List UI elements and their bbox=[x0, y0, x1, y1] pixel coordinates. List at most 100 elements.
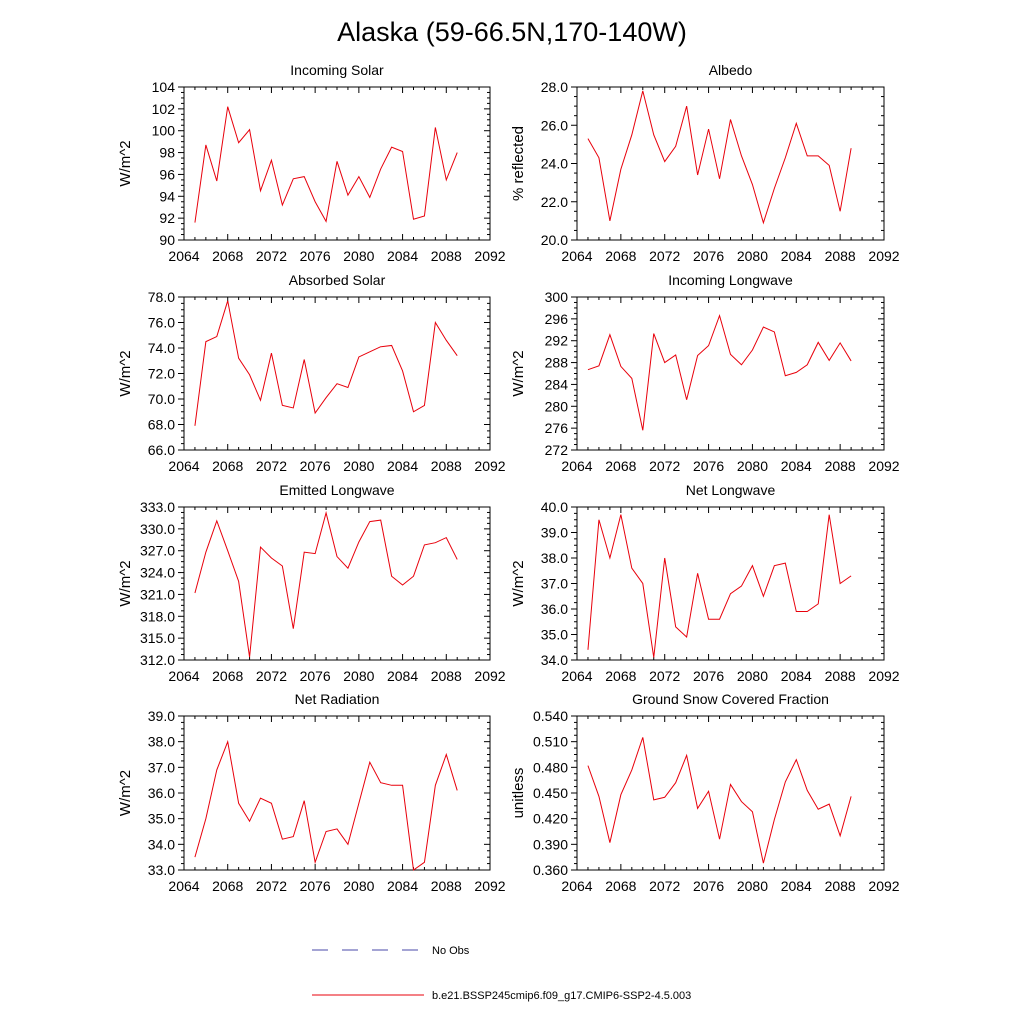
x-tick-label: 2092 bbox=[474, 668, 505, 684]
x-tick-label: 2072 bbox=[256, 668, 287, 684]
y-axis-label: W/m^2 bbox=[117, 770, 134, 816]
plot-frame bbox=[183, 715, 491, 871]
y-axis-label: W/m^2 bbox=[117, 140, 134, 186]
x-tick-label: 2088 bbox=[825, 668, 856, 684]
x-tick-label: 2068 bbox=[605, 668, 636, 684]
x-tick-label: 2092 bbox=[474, 878, 505, 894]
y-tick-label: 98 bbox=[159, 145, 175, 161]
y-tick-label: 0.480 bbox=[533, 759, 568, 775]
x-tick-label: 2076 bbox=[693, 878, 724, 894]
x-tick-label: 2076 bbox=[300, 248, 331, 264]
y-tick-label: 40.0 bbox=[541, 499, 568, 515]
x-tick-label: 2088 bbox=[825, 878, 856, 894]
x-tick-label: 2080 bbox=[737, 458, 768, 474]
y-axis-label: W/m^2 bbox=[117, 560, 134, 606]
y-tick-label: 39.0 bbox=[148, 708, 175, 724]
y-tick-label: 35.0 bbox=[148, 811, 175, 827]
x-tick-label: 2088 bbox=[431, 458, 462, 474]
x-tick-label: 2076 bbox=[693, 248, 724, 264]
y-tick-label: 33.0 bbox=[148, 862, 175, 878]
y-tick-label: 28.0 bbox=[541, 79, 568, 95]
x-tick-label: 2080 bbox=[343, 878, 374, 894]
y-tick-label: 100 bbox=[152, 123, 176, 139]
x-tick-label: 2064 bbox=[561, 668, 592, 684]
x-tick-label: 2064 bbox=[561, 458, 592, 474]
x-tick-label: 2088 bbox=[825, 458, 856, 474]
y-tick-label: 78.0 bbox=[148, 289, 175, 305]
y-axis-label: unitless bbox=[510, 768, 527, 819]
panel-title: Incoming Solar bbox=[290, 62, 384, 78]
y-tick-label: 68.0 bbox=[148, 417, 175, 433]
panel-title: Emitted Longwave bbox=[279, 482, 394, 498]
panel-1: Incoming Solar W/m^2 2064 2068 2072 2076 2080 2… bbox=[117, 62, 506, 264]
y-axis-label: W/m^2 bbox=[510, 560, 527, 606]
y-tick-label: 300 bbox=[545, 289, 569, 305]
panel-3: Absorbed Solar W/m^2 2064 2068 2072 2076 2080 2… bbox=[117, 272, 506, 474]
y-tick-label: 272 bbox=[545, 442, 569, 458]
y-axis-label: % reflected bbox=[510, 126, 527, 201]
y-tick-label: 92 bbox=[159, 210, 175, 226]
y-tick-label: 72.0 bbox=[148, 366, 175, 382]
x-tick-label: 2076 bbox=[300, 458, 331, 474]
series-line bbox=[194, 106, 458, 223]
y-tick-label: 104 bbox=[152, 79, 176, 95]
x-tick-label: 2088 bbox=[431, 878, 462, 894]
y-tick-label: 0.540 bbox=[533, 708, 568, 724]
x-tick-label: 2088 bbox=[431, 248, 462, 264]
x-tick-label: 2064 bbox=[168, 248, 199, 264]
x-tick-label: 2092 bbox=[868, 458, 899, 474]
x-tick-label: 2072 bbox=[256, 458, 287, 474]
panel-8: Ground Snow Covered Fraction unitless 2064… bbox=[510, 691, 900, 894]
y-tick-label: 70.0 bbox=[148, 391, 175, 407]
x-tick-label: 2080 bbox=[737, 248, 768, 264]
panel-title: Net Longwave bbox=[686, 482, 776, 498]
plot-frame bbox=[183, 296, 491, 451]
y-tick-label: 0.420 bbox=[533, 811, 568, 827]
y-tick-label: 26.0 bbox=[541, 117, 568, 133]
y-tick-label: 90 bbox=[159, 232, 175, 248]
x-tick-label: 2076 bbox=[693, 458, 724, 474]
x-tick-label: 2076 bbox=[300, 668, 331, 684]
x-tick-label: 2072 bbox=[256, 878, 287, 894]
panel-7: Net Radiation W/m^2 2064 2068 2072 2076 2080 20… bbox=[117, 691, 506, 894]
plot-frame bbox=[576, 506, 885, 661]
y-tick-label: 321.0 bbox=[140, 586, 175, 602]
x-tick-label: 2068 bbox=[212, 878, 243, 894]
x-tick-label: 2068 bbox=[605, 458, 636, 474]
figure-title: Alaska (59-66.5N,170-140W) bbox=[337, 17, 687, 47]
y-tick-label: 0.510 bbox=[533, 734, 568, 750]
x-tick-label: 2084 bbox=[387, 878, 418, 894]
panel-title: Albedo bbox=[709, 62, 753, 78]
x-tick-label: 2072 bbox=[649, 668, 680, 684]
x-tick-label: 2064 bbox=[168, 458, 199, 474]
y-tick-label: 96 bbox=[159, 166, 175, 182]
y-tick-label: 35.0 bbox=[541, 627, 568, 643]
y-tick-label: 74.0 bbox=[148, 340, 175, 356]
series-line bbox=[587, 90, 852, 225]
panel-title: Ground Snow Covered Fraction bbox=[632, 691, 829, 707]
plot-frame bbox=[183, 506, 491, 661]
panel-6: Net Longwave W/m^2 2064 2068 2072 2076 2080 208… bbox=[510, 482, 900, 684]
x-tick-label: 2072 bbox=[649, 248, 680, 264]
x-tick-label: 2084 bbox=[781, 248, 812, 264]
x-tick-label: 2068 bbox=[212, 458, 243, 474]
y-tick-label: 0.360 bbox=[533, 862, 568, 878]
panels: Incoming Solar W/m^2 2064 2068 2072 2076 2080 2… bbox=[117, 62, 900, 894]
x-tick-label: 2064 bbox=[168, 668, 199, 684]
panel-4: Incoming Longwave W/m^2 2064 2068 2072 2076 20… bbox=[510, 272, 900, 474]
x-tick-label: 2072 bbox=[256, 248, 287, 264]
y-axis-label: W/m^2 bbox=[117, 350, 134, 396]
x-tick-label: 2092 bbox=[474, 458, 505, 474]
x-tick-label: 2092 bbox=[868, 248, 899, 264]
y-tick-label: 315.0 bbox=[140, 630, 175, 646]
y-tick-label: 38.0 bbox=[148, 734, 175, 750]
x-tick-label: 2064 bbox=[561, 248, 592, 264]
y-tick-label: 0.450 bbox=[533, 785, 568, 801]
x-tick-label: 2088 bbox=[431, 668, 462, 684]
panel-title: Absorbed Solar bbox=[289, 272, 386, 288]
x-tick-label: 2064 bbox=[168, 878, 199, 894]
x-tick-label: 2080 bbox=[343, 668, 374, 684]
legend: No Obs b.e21.BSSP245cmip6.f09_g17.CMIP6-… bbox=[312, 945, 691, 1002]
legend-no-obs-label: No Obs bbox=[432, 945, 470, 957]
